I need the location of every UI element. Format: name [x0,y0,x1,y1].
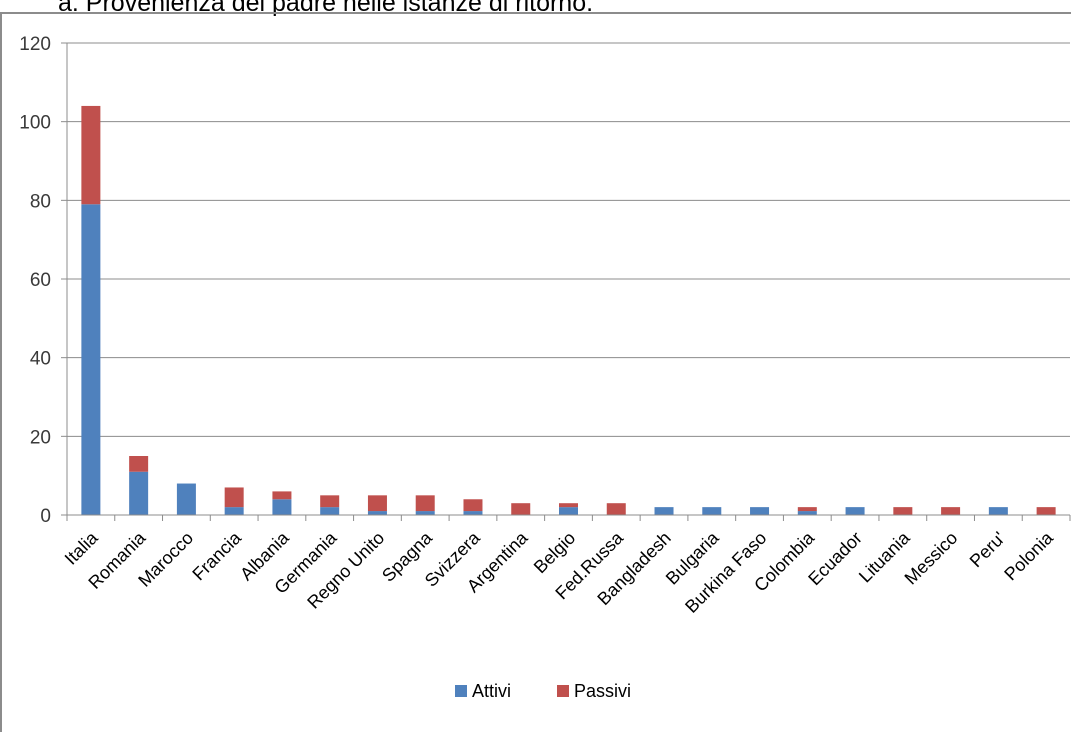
legend-label[interactable]: Attivi [472,681,511,701]
legend-swatch[interactable] [557,685,569,697]
bar-passivi [463,499,483,512]
x-tick-label: Francia [188,527,245,584]
bar-passivi [606,503,626,515]
bar-passivi [367,495,387,512]
y-tick-label: 80 [30,191,51,212]
bar-attivi [845,507,865,515]
bar-passivi [320,495,340,508]
x-axis-labels: ItaliaRomaniaMaroccoFranciaAlbaniaGerman… [61,527,1058,617]
bar-passivi [1036,507,1056,515]
x-tick-label: Peru' [966,528,1009,571]
bar-attivi [463,511,483,515]
x-tick-label: Ecuador [804,528,866,590]
bar-attivi [224,507,244,515]
y-tick-label: 0 [40,506,51,527]
legend-label[interactable]: Passivi [574,681,631,701]
y-axis-ticks: 0 20 40 60 80 100 120 [19,34,68,527]
y-tick-label: 40 [30,349,51,370]
bar-attivi [272,499,292,515]
legend[interactable]: Attivi Passivi [455,681,631,701]
bar-attivi [702,507,722,515]
bar-passivi [129,456,149,472]
bar-attivi [81,204,101,515]
y-tick-label: 100 [19,113,51,134]
bar-attivi [988,507,1008,515]
bar-attivi [367,511,387,515]
bar-passivi [941,507,961,515]
bar-passivi [797,507,817,512]
bar-passivi [272,491,292,500]
bar-attivi [559,507,578,515]
y-tick-label: 120 [19,34,51,55]
bar-attivi [129,471,149,515]
bars [81,105,1056,515]
legend-swatch[interactable] [455,685,467,697]
bar-passivi [81,105,101,205]
bar-passivi [893,507,913,515]
bar-attivi [797,511,817,515]
x-tick-label: Italia [61,527,103,569]
bar-attivi [176,483,196,515]
chart-frame [0,12,1071,732]
y-tick-label: 20 [30,427,51,448]
x-axis [66,514,1071,521]
y-tick-label: 60 [30,270,51,291]
x-tick-label: Messico [901,528,962,589]
bar-passivi [224,487,244,508]
grid-lines [67,42,1070,437]
bar-attivi [750,507,770,515]
bar-passivi [415,495,435,512]
x-tick-label: Polonia [1000,527,1057,584]
bar-passivi [511,503,531,515]
bar-attivi [654,507,674,515]
bar-attivi [320,507,340,515]
bar-passivi [559,503,578,508]
bar-attivi [415,511,435,515]
